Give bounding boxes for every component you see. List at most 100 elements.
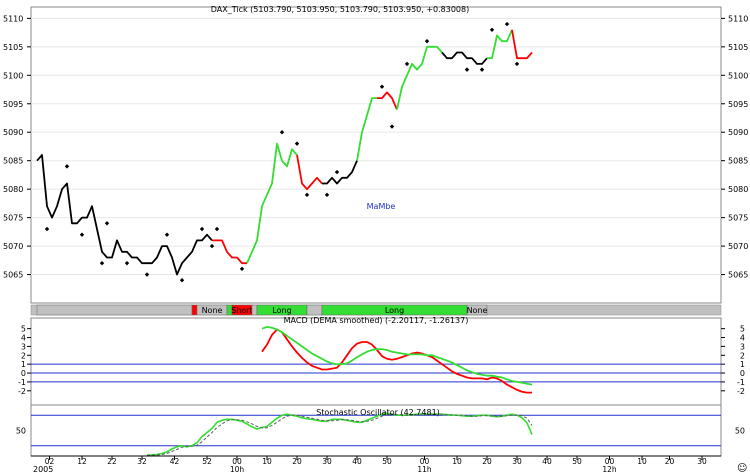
time-hour-label: 12h <box>602 465 617 474</box>
price-marker <box>479 67 485 72</box>
price-marker <box>464 67 470 72</box>
price-marker <box>334 169 340 175</box>
position-segment <box>306 304 323 316</box>
price-tick-label: 5065 <box>3 271 23 280</box>
price-tick-label: 5095 <box>728 100 748 109</box>
price-line-short <box>212 239 247 265</box>
position-segment-label: Short <box>231 306 252 315</box>
price-tick-label: 5100 <box>728 71 748 80</box>
price-tick-label: 5085 <box>728 157 748 166</box>
price-tick-label: 5105 <box>728 43 748 52</box>
price-marker <box>514 61 520 67</box>
price-line-long <box>487 29 513 60</box>
time-tick-label: 50 <box>572 457 582 466</box>
year-label: 2005 <box>33 465 53 474</box>
macd-tick-label: -2 <box>737 387 745 396</box>
stoch-pane-frame <box>30 404 722 457</box>
price-marker <box>64 164 70 169</box>
price-marker <box>104 221 110 226</box>
time-tick-label: 10 <box>262 457 272 466</box>
macd-tick-label: -1 <box>737 378 745 387</box>
price-marker <box>324 192 330 198</box>
macd-tick-label: -2 <box>18 387 26 396</box>
macd-tick-label: 4 <box>21 334 26 343</box>
price-marker <box>389 124 395 129</box>
position-segment <box>36 304 193 316</box>
macd-title: MACD (DEMA smoothed) (-2.20117, -1.26137… <box>284 316 469 325</box>
price-marker <box>304 192 310 198</box>
price-tick-label: 5080 <box>728 185 748 194</box>
macd-tick-label: 3 <box>740 342 745 351</box>
time-hour-label: 11h <box>417 465 432 474</box>
time-hour-label: 10h <box>230 465 245 474</box>
stoch-tick-label: 50 <box>16 427 26 436</box>
macd-pane-frame <box>30 317 722 406</box>
price-marker <box>124 260 130 266</box>
position-segment <box>251 304 258 316</box>
price-tick-label: 5075 <box>728 214 748 223</box>
macd-tick-label: 2 <box>21 351 26 360</box>
price-tick-label: 5095 <box>3 100 23 109</box>
price-line-neutral <box>36 154 213 276</box>
time-tick-label: 20 <box>482 457 492 466</box>
time-tick-label: 00 <box>420 457 430 466</box>
price-line-long <box>356 97 377 161</box>
price-marker <box>239 266 245 272</box>
macd-tick-label: 1 <box>21 360 26 369</box>
position-segment <box>191 304 198 316</box>
macd-tick-label: 1 <box>740 360 745 369</box>
price-marker <box>504 21 510 27</box>
macd-series-signal <box>261 325 533 386</box>
price-tick-label: 5100 <box>3 71 23 80</box>
price-marker <box>199 226 205 232</box>
time-tick-label: 20 <box>665 457 675 466</box>
time-tick-label: 30 <box>322 457 332 466</box>
macd-tick-label: 5 <box>21 325 26 334</box>
price-marker <box>99 260 105 266</box>
price-marker <box>79 232 85 237</box>
time-axis-strip <box>31 456 721 475</box>
price-tick-label: 5110 <box>728 14 748 23</box>
price-tick-label: 5075 <box>3 214 23 223</box>
time-tick-label: 12 <box>77 457 87 466</box>
time-tick-label: 32 <box>137 457 147 466</box>
position-segment-label: Long <box>385 306 404 315</box>
price-marker <box>44 226 50 232</box>
price-marker <box>279 130 285 135</box>
price-marker <box>209 243 215 249</box>
price-line-neutral <box>322 160 358 185</box>
time-tick-label: 10 <box>452 457 462 466</box>
stoch-title: Stochastic Oscillator (42.7481) <box>316 408 440 417</box>
price-line-long <box>246 142 298 264</box>
macd-tick-label: 0 <box>21 369 26 378</box>
price-marker <box>379 84 385 89</box>
price-marker <box>144 272 150 277</box>
smiley-icon[interactable]: ☺ <box>737 463 747 474</box>
time-tick-label: 40 <box>352 457 362 466</box>
price-pane-frame <box>30 6 722 304</box>
price-tick-label: 5110 <box>3 14 23 23</box>
price-tick-label: 5085 <box>3 157 23 166</box>
macd-tick-label: -1 <box>18 378 26 387</box>
price-title: DAX_Tick (5103.790, 5103.950, 5103.790, … <box>211 5 469 14</box>
macd-tick-label: 5 <box>740 325 745 334</box>
time-tick-label: 00 <box>605 457 615 466</box>
price-marker <box>489 27 495 32</box>
price-line-neutral <box>441 51 488 65</box>
time-tick-label: 42 <box>170 457 180 466</box>
stoch-series-d <box>146 413 533 456</box>
time-tick-label: 10 <box>637 457 647 466</box>
stoch-tick-label: 50 <box>735 427 745 436</box>
price-line-long <box>396 45 443 110</box>
price-marker <box>424 38 430 44</box>
macd-series-macd <box>261 328 532 394</box>
position-segment-label: None <box>202 306 223 315</box>
macd-tick-label: 3 <box>21 342 26 351</box>
price-tick-label: 5090 <box>728 128 748 137</box>
macd-tick-label: 4 <box>740 334 745 343</box>
time-tick-label: 52 <box>202 457 212 466</box>
time-tick-label: 50 <box>382 457 392 466</box>
time-tick-label: 20 <box>292 457 302 466</box>
price-tick-label: 5090 <box>3 128 23 137</box>
